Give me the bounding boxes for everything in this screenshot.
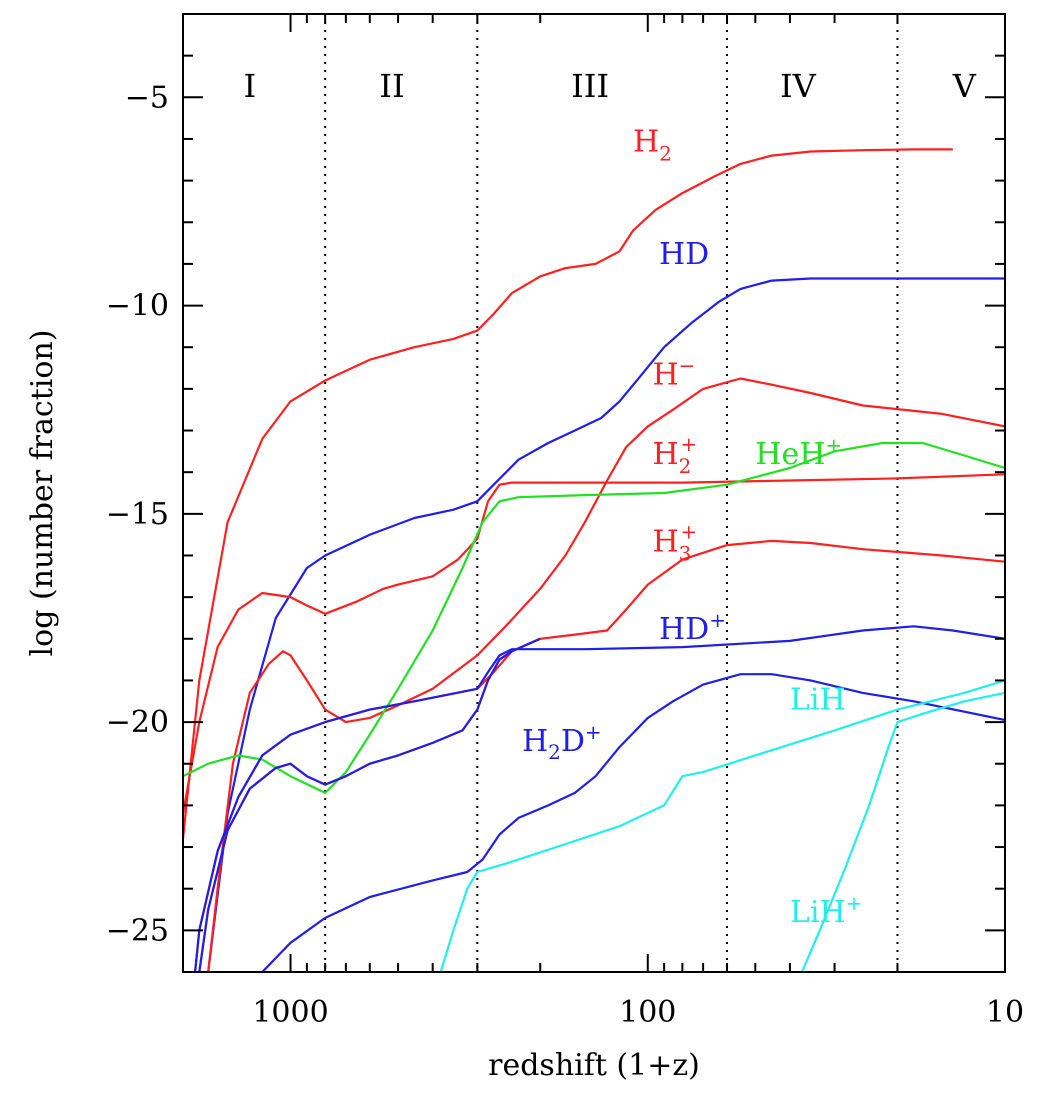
series-line-6 (194, 625, 1005, 972)
series-label-2: H− (652, 354, 695, 393)
series-label-1: HD (659, 237, 709, 272)
y-tick-label-0: −5 (125, 80, 169, 115)
axis-ticks (182, 13, 1006, 973)
series-label-3: H2+ (652, 432, 697, 478)
x-tick-label-2: 10 (986, 995, 1024, 1030)
x-tick-label-1: 100 (619, 995, 676, 1030)
series-line-5 (194, 539, 1005, 972)
series-line-11 (439, 679, 1005, 972)
y-axis-label: log (number fraction) (25, 330, 60, 657)
series-line-3 (183, 473, 1005, 814)
series-line-12 (800, 691, 1005, 972)
series-label-12: LiH+ (790, 891, 862, 930)
series-lines (183, 148, 1005, 972)
series-line-9 (261, 673, 1005, 972)
series-label-10: H2D+ (522, 720, 602, 764)
series-line-1 (207, 277, 1005, 972)
region-label-0: I (244, 67, 257, 105)
text-labels: 1000 100 10−5−10−15−20−25I II III IV VH2HDH−H2… (106, 67, 1024, 1030)
y-tick-label-4: −25 (106, 913, 169, 948)
y-tick-label-2: −15 (106, 497, 169, 532)
region-label-4: V (952, 67, 977, 105)
region-label-2: III (571, 67, 609, 105)
y-tick-label-3: −20 (106, 705, 169, 740)
series-line-2 (207, 377, 1005, 972)
x-tick-label-0: 1000 (252, 995, 328, 1030)
series-line-0 (183, 148, 953, 839)
series-line-8 (198, 637, 541, 972)
series-label-11: LiH (790, 683, 846, 718)
y-tick-label-1: −10 (106, 289, 169, 324)
series-line-4 (183, 441, 1005, 794)
series-label-0: H2 (633, 124, 672, 165)
series-line-7 (198, 637, 541, 972)
region-label-3: IV (780, 67, 817, 105)
plot-frame (182, 13, 1006, 973)
series-label-4: HeH+ (755, 433, 842, 472)
series-label-6: HD+ (659, 608, 726, 647)
series-label-5: H3+ (652, 519, 697, 565)
x-axis-label: redshift (1+z) (488, 1048, 700, 1083)
region-label-1: II (379, 67, 404, 105)
